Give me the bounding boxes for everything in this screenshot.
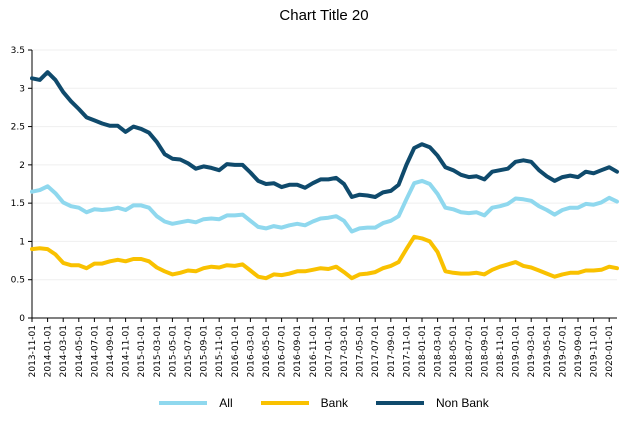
x-tick-label: 2013-11-01 (28, 325, 38, 377)
x-tick-label: 2016-07-01 (278, 325, 288, 377)
legend: All Bank Non Bank (0, 396, 628, 410)
x-tick-label: 2015-01-01 (137, 325, 147, 377)
y-tick-label: 2.5 (11, 123, 25, 133)
x-tick-label: 2018-07-01 (465, 325, 475, 377)
legend-swatch-all (159, 401, 208, 405)
y-tick-label: 3.5 (11, 46, 25, 56)
x-tick-label: 2017-07-01 (371, 325, 381, 377)
x-tick-label: 2015-09-01 (200, 325, 210, 377)
x-tick-label: 2019-01-01 (512, 325, 522, 377)
legend-item-non-bank: Non Bank (376, 396, 489, 410)
x-tick-label: 2014-03-01 (59, 325, 69, 377)
y-tick-label: 0.5 (11, 276, 25, 286)
series-line-bank (30, 234, 619, 281)
x-tick-label: 2017-01-01 (324, 325, 334, 377)
legend-swatch-bank (260, 401, 309, 405)
x-tick-label: 2016-05-01 (262, 325, 272, 377)
axes (31, 50, 617, 319)
legend-item-all: All (159, 396, 233, 410)
x-tick-label: 2015-05-01 (168, 325, 178, 377)
legend-label-non-bank: Non Bank (436, 396, 489, 410)
y-tick-label: 1 (19, 237, 25, 247)
series-line-non-bank (30, 70, 619, 199)
x-tick-label: 2014-11-01 (122, 325, 132, 377)
x-tick-label: 2019-07-01 (558, 325, 568, 377)
x-tick-label: 2018-05-01 (449, 325, 459, 377)
x-tick-label: 2016-11-01 (309, 325, 319, 377)
x-tick-label: 2014-07-01 (90, 325, 100, 377)
gridlines (32, 49, 617, 319)
y-tick-label: 1.5 (11, 199, 25, 209)
y-tick-label: 2 (19, 161, 25, 171)
x-tick-label: 2018-09-01 (480, 325, 490, 377)
y-tick-label: 0 (19, 314, 25, 324)
y-axis-ticks: 0 0.5 1 1.5 2 2.5 3 3.5 (11, 46, 32, 324)
y-tick-label: 3 (19, 84, 25, 94)
legend-swatch-non-bank (376, 401, 424, 405)
legend-label-all: All (219, 396, 233, 410)
x-tick-label: 2019-11-01 (590, 325, 600, 377)
x-tick-label: 2020-01-01 (605, 325, 615, 377)
x-tick-label: 2014-05-01 (75, 325, 85, 377)
x-axis-ticks: 2013-11-01 2014-01-01 2014-03-01 2014-05-01… (28, 318, 615, 377)
x-tick-label: 2016-01-01 (231, 325, 241, 377)
x-tick-label: 2014-01-01 (44, 325, 54, 377)
legend-label-bank: Bank (320, 396, 348, 410)
x-tick-label: 2016-09-01 (293, 325, 303, 377)
x-tick-label: 2018-01-01 (418, 325, 428, 377)
x-tick-label: 2015-07-01 (184, 325, 194, 377)
x-tick-label: 2018-03-01 (434, 325, 444, 377)
x-tick-label: 2016-03-01 (246, 325, 256, 377)
x-tick-label: 2019-05-01 (543, 325, 553, 377)
x-tick-label: 2018-11-01 (496, 325, 506, 377)
x-tick-label: 2017-09-01 (387, 325, 397, 377)
series-lines (30, 70, 619, 281)
x-tick-label: 2015-11-01 (215, 325, 225, 377)
x-tick-label: 2017-03-01 (340, 325, 350, 377)
x-tick-label: 2017-05-01 (356, 325, 366, 377)
x-tick-label: 2019-03-01 (527, 325, 537, 377)
legend-item-bank: Bank (260, 396, 348, 410)
x-tick-label: 2019-09-01 (574, 325, 584, 377)
x-tick-label: 2014-09-01 (106, 325, 116, 377)
x-tick-label: 2017-11-01 (402, 325, 412, 377)
chart-title: Chart Title 20 (279, 7, 369, 24)
series-line-all (30, 178, 619, 234)
x-tick-label: 2015-03-01 (153, 325, 163, 377)
